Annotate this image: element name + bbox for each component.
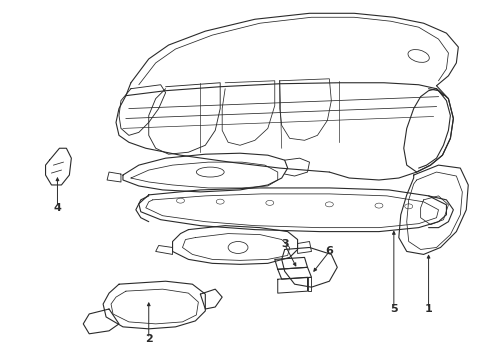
Text: 3: 3 (281, 239, 289, 249)
Text: 1: 1 (425, 304, 433, 314)
Text: 2: 2 (145, 334, 152, 344)
Text: 5: 5 (390, 304, 398, 314)
Text: 6: 6 (325, 247, 333, 256)
Text: 4: 4 (53, 203, 61, 213)
